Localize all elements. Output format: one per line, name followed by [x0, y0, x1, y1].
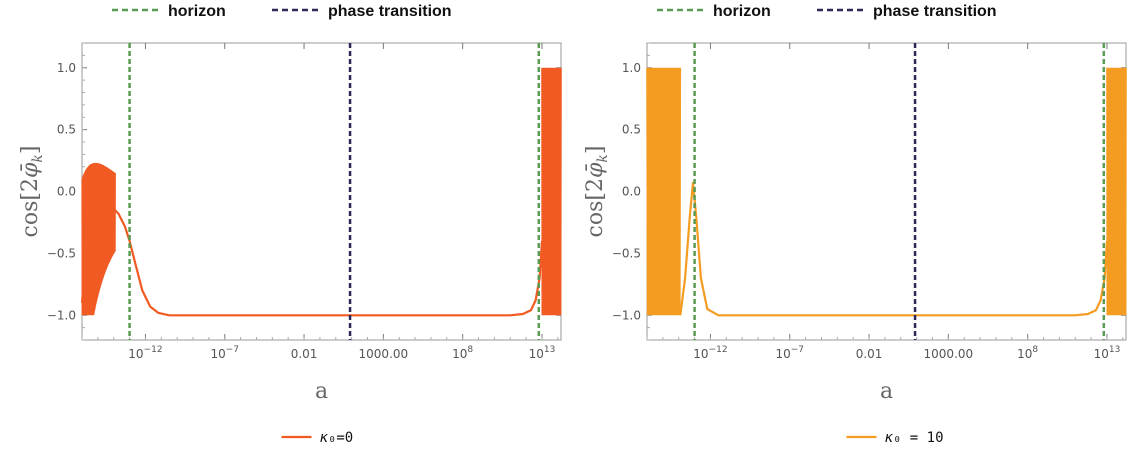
legend-top: horizon phase transition — [657, 3, 997, 20]
legend-series-label: κ₀=0 — [320, 430, 354, 446]
oscillation-band-left — [646, 67, 682, 316]
plot-frame — [646, 42, 1127, 341]
legend-horizon-label: horizon — [713, 3, 771, 20]
series-line — [679, 181, 1109, 317]
y-tick-label: −1.0 — [47, 308, 76, 322]
legend-top: horizon phase transition — [112, 3, 452, 20]
legend-bottom: κ₀=0 — [281, 430, 354, 446]
oscillation-band-right — [1106, 67, 1127, 316]
y-tick-label: 0.5 — [622, 123, 641, 137]
y-tick-label: −1.0 — [612, 308, 641, 322]
oscillation-band-right — [541, 67, 562, 316]
x-tick-label: 10−12 — [693, 345, 727, 361]
y-tick-label: 1.0 — [57, 61, 76, 75]
y-tick-label: 0.0 — [57, 185, 76, 199]
legend-series-label: κ₀ = 10 — [885, 430, 944, 446]
x-tick-label: 10−12 — [128, 345, 162, 361]
x-tick-label: 1000.00 — [359, 347, 409, 361]
x-tick-label: 1013 — [1094, 345, 1121, 361]
x-tick-label: 0.01 — [856, 347, 883, 361]
x-tick-label: 10−7 — [210, 345, 239, 361]
y-tick-label: 0.0 — [622, 185, 641, 199]
legend-phase-label: phase transition — [873, 3, 997, 20]
series-line — [80, 207, 544, 317]
x-axis-label: a — [880, 379, 893, 404]
legend-horizon-label: horizon — [168, 3, 226, 20]
y-tick-label: −0.5 — [612, 246, 641, 260]
y-tick-label: 0.5 — [57, 123, 76, 137]
legend-phase-label: phase transition — [328, 3, 452, 20]
x-tick-label: 108 — [1017, 345, 1038, 361]
plot-frame — [81, 42, 562, 341]
panel-2: 1.0 0.5 0.0 −0.5 −1.0 10−12 10−7 0.01 1000.00 108… — [583, 3, 1127, 446]
y-axis-label: cos[2φ̄k] — [583, 146, 611, 238]
x-axis-label: a — [315, 379, 328, 404]
x-tick-label: 1013 — [529, 345, 556, 361]
x-tick-label: 10−7 — [775, 345, 804, 361]
oscillation-band-left — [81, 162, 116, 316]
x-tick-label: 0.01 — [291, 347, 318, 361]
y-axis-label: cos[2φ̄k] — [18, 146, 46, 238]
legend-bottom: κ₀ = 10 — [846, 430, 944, 446]
x-tick-label: 108 — [452, 345, 473, 361]
x-tick-label: 1000.00 — [924, 347, 974, 361]
y-tick-label: −0.5 — [47, 246, 76, 260]
panel-1: 1.0 0.5 0.0 −0.5 −1.0 10−12 10−7 0.01 1000.00 108… — [18, 3, 562, 446]
y-tick-label: 1.0 — [622, 61, 641, 75]
